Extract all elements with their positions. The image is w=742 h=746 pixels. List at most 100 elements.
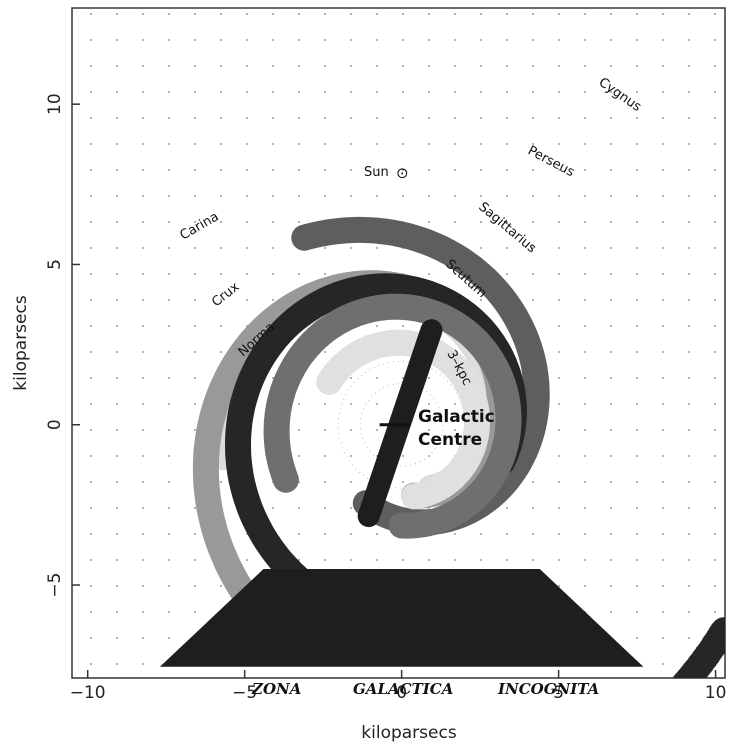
texture-dot (636, 585, 638, 587)
texture-dot (454, 221, 456, 223)
texture-dot (558, 299, 560, 301)
texture-dot (610, 455, 612, 457)
texture-dot (662, 403, 664, 405)
texture-dot (168, 195, 170, 197)
texture-dot (168, 351, 170, 353)
texture-dot (324, 533, 326, 535)
texture-dot (90, 143, 92, 145)
texture-dot (636, 637, 638, 639)
texture-dot (688, 455, 690, 457)
texture-dot (116, 91, 118, 93)
texture-dot (454, 403, 456, 405)
texture-dot (142, 611, 144, 613)
texture-dot (688, 117, 690, 119)
texture-dot (298, 403, 300, 405)
texture-dot (142, 533, 144, 535)
texture-dot (428, 377, 430, 379)
texture-dot (324, 13, 326, 15)
texture-dot (376, 65, 378, 67)
y-axis-title: kiloparsecs (11, 295, 31, 391)
texture-dot (688, 403, 690, 405)
texture-dot (662, 91, 664, 93)
texture-dot (662, 39, 664, 41)
texture-dot (194, 117, 196, 119)
texture-dot (428, 403, 430, 405)
texture-dot (662, 663, 664, 665)
texture-dot (532, 39, 534, 41)
texture-dot (558, 533, 560, 535)
texture-dot (714, 65, 716, 67)
texture-dot (610, 13, 612, 15)
texture-dot (90, 221, 92, 223)
texture-dot (688, 143, 690, 145)
texture-dot (350, 533, 352, 535)
texture-dot (662, 299, 664, 301)
texture-dot (480, 221, 482, 223)
texture-dot (376, 143, 378, 145)
texture-dot (688, 637, 690, 639)
texture-dot (142, 585, 144, 587)
texture-dot (350, 169, 352, 171)
texture-dot (142, 221, 144, 223)
texture-dot (116, 611, 118, 613)
texture-dot (584, 117, 586, 119)
texture-dot (558, 351, 560, 353)
texture-dot (90, 455, 92, 457)
texture-dot (324, 455, 326, 457)
texture-dot (220, 91, 222, 93)
texture-dot (194, 585, 196, 587)
texture-dot (402, 325, 404, 327)
texture-dot (272, 65, 274, 67)
texture-dot (428, 13, 430, 15)
texture-dot (168, 221, 170, 223)
texture-dot (298, 273, 300, 275)
texture-dot (324, 91, 326, 93)
texture-dot (636, 299, 638, 301)
texture-dot (662, 455, 664, 457)
texture-dot (116, 585, 118, 587)
texture-dot (662, 377, 664, 379)
texture-dot (506, 117, 508, 119)
texture-dot (168, 533, 170, 535)
texture-dot (246, 39, 248, 41)
texture-dot (428, 117, 430, 119)
texture-dot (168, 169, 170, 171)
plot-frame (71, 7, 726, 679)
texture-dot (688, 13, 690, 15)
texture-dot (584, 507, 586, 509)
texture-dot (376, 195, 378, 197)
texture-dot (610, 195, 612, 197)
sun-icon: ⊙ (396, 164, 409, 182)
inner-ring (359, 383, 444, 467)
texture-dot (584, 455, 586, 457)
x-axis-title: kiloparsecs (361, 723, 457, 743)
texture-dot (220, 585, 222, 587)
texture-dot (662, 325, 664, 327)
texture-dot (688, 429, 690, 431)
texture-dot (376, 117, 378, 119)
texture-dot (662, 637, 664, 639)
texture-dot (532, 247, 534, 249)
texture-dot (558, 247, 560, 249)
texture-dot (298, 91, 300, 93)
texture-dot (194, 65, 196, 67)
texture-dot (480, 39, 482, 41)
texture-dot (454, 117, 456, 119)
texture-dot (428, 143, 430, 145)
texture-dot (168, 637, 170, 639)
texture-dot (506, 273, 508, 275)
texture-dot (428, 39, 430, 41)
texture-dot (636, 481, 638, 483)
texture-dot (246, 221, 248, 223)
texture-dot (324, 39, 326, 41)
texture-dot (220, 65, 222, 67)
texture-dot (714, 325, 716, 327)
texture-dot (480, 559, 482, 561)
texture-dot (402, 169, 404, 171)
texture-dot (584, 403, 586, 405)
texture-dot (116, 169, 118, 171)
texture-dot (558, 403, 560, 405)
texture-dot (116, 247, 118, 249)
texture-dot (116, 143, 118, 145)
texture-dot (610, 143, 612, 145)
